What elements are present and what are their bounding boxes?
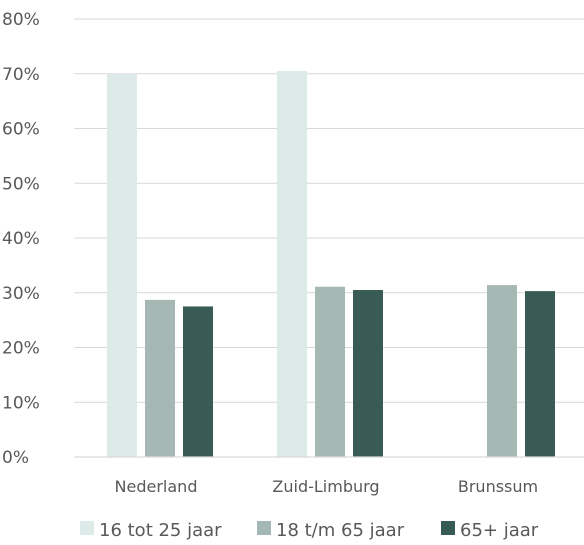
legend-item: 16 tot 25 jaar: [80, 520, 222, 541]
y-tick-label: 80%: [2, 10, 40, 30]
y-tick-label: 40%: [2, 229, 40, 249]
y-tick-label: 60%: [2, 120, 40, 140]
legend-swatch: [80, 521, 94, 535]
y-tick-label: 30%: [2, 284, 40, 304]
y-tick-label: 0%: [2, 448, 29, 468]
legend-label: 18 t/m 65 jaar: [276, 520, 405, 541]
legend-item: 65+ jaar: [441, 520, 539, 541]
category-labels: Nederland Zuid-Limburg Brunssum: [115, 477, 539, 496]
y-axis-tick-labels: 0% 10% 20% 30% 40% 50% 60% 70% 80%: [2, 10, 40, 468]
y-tick-label: 10%: [2, 393, 40, 413]
y-tick-label: 50%: [2, 174, 40, 194]
bars: [107, 71, 555, 457]
bar: [145, 299, 175, 457]
bar: [525, 291, 555, 457]
bar: [277, 71, 307, 457]
bar: [315, 286, 345, 457]
x-tick-label: Nederland: [115, 477, 198, 496]
bar: [107, 73, 137, 457]
legend-swatch: [441, 521, 455, 535]
x-tick-label: Brunssum: [458, 477, 538, 496]
bar: [183, 306, 213, 457]
legend-label: 16 tot 25 jaar: [99, 520, 222, 541]
y-tick-label: 70%: [2, 65, 40, 85]
legend: 16 tot 25 jaar 18 t/m 65 jaar 65+ jaar: [80, 520, 539, 541]
legend-swatch: [257, 521, 271, 535]
bar: [487, 285, 517, 457]
y-tick-label: 20%: [2, 339, 40, 359]
x-tick-label: Zuid-Limburg: [272, 477, 379, 496]
legend-item: 18 t/m 65 jaar: [257, 520, 405, 541]
bar: [353, 290, 383, 457]
legend-label: 65+ jaar: [460, 520, 539, 541]
